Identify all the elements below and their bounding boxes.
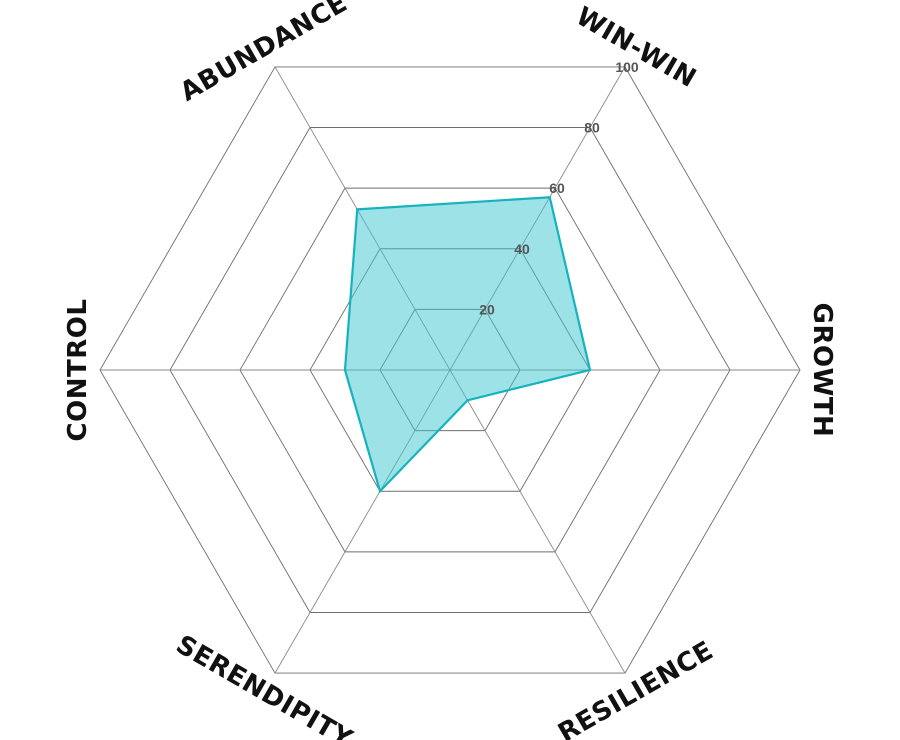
axis-spoke [449,369,626,674]
data-point [343,368,347,372]
radar-tick-labels: 20 40 60 80 100 [479,59,639,317]
data-point [378,490,382,493]
radar-data [343,196,592,494]
tick-label: 80 [584,120,600,136]
tick-label: 60 [549,180,565,196]
tick-label: 40 [514,241,530,257]
tick-label: 20 [479,301,495,317]
data-point [548,196,551,199]
axis-label-serendipity: SERENDIPITY [171,630,358,740]
data-point [588,368,592,372]
data-point [356,208,359,211]
tick-label: 100 [615,59,639,75]
series-area [343,196,592,494]
data-point [466,399,469,402]
axis-label-abundance: ABUNDANCE [175,0,352,108]
axis-label-resilience: RESILIENCE [553,636,719,740]
axis-label-win-win: WIN-WIN [571,1,701,94]
axis-label-control: CONTROL [63,299,93,442]
axis-label-growth: GROWTH [807,303,837,438]
